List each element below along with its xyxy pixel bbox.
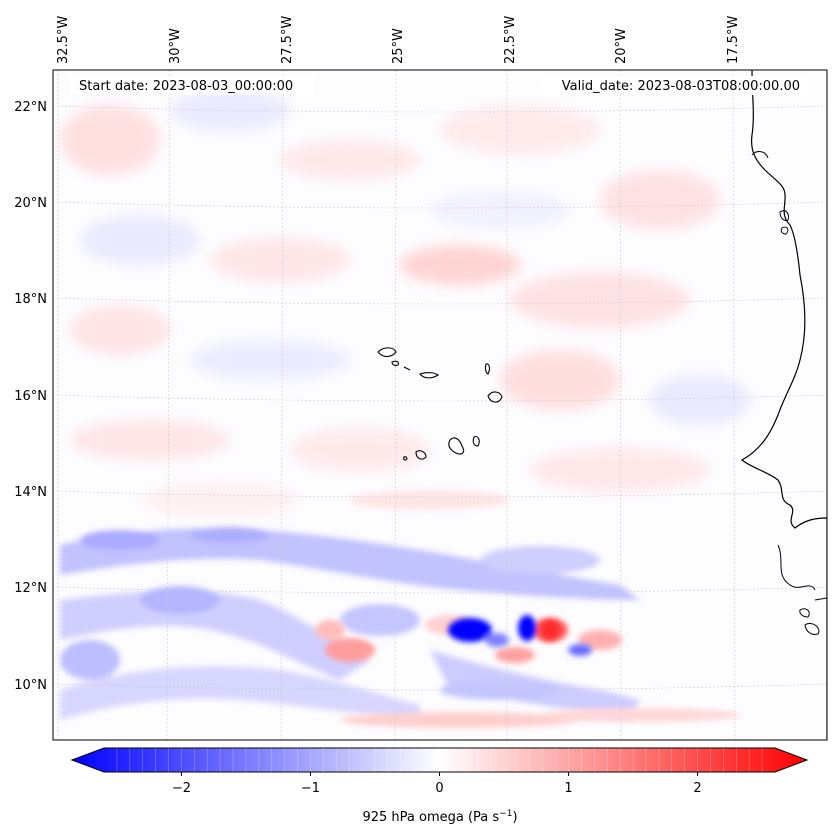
lon-label: 32.5°W xyxy=(56,16,71,64)
longitude-labels: 32.5°W 30°W 27.5°W 25°W 22.5°W 20°W 17.5… xyxy=(56,16,741,64)
lat-label: 20°N xyxy=(14,196,47,211)
lat-label: 16°N xyxy=(14,389,47,404)
colorbar-tick-label: 2 xyxy=(693,781,701,796)
colorbar: −2 −1 0 1 2 925 hPa omega (Pa s−1) xyxy=(70,747,809,825)
colorbar-title: 925 hPa omega (Pa s−1) xyxy=(362,809,517,825)
valid-date-bg xyxy=(540,76,808,95)
colorbar-tick-label: 1 xyxy=(564,781,572,796)
colorbar-tick-label: 0 xyxy=(435,781,443,796)
lat-label: 18°N xyxy=(14,292,47,307)
africa-coastline xyxy=(740,70,827,740)
coast-details xyxy=(751,151,827,635)
omega-field xyxy=(53,70,827,740)
colorbar-bands xyxy=(116,748,763,772)
map-panel: Start date: 2023-08-03_00:00:00 Valid_da… xyxy=(52,69,828,741)
lon-label: 25°W xyxy=(391,28,406,64)
lon-label: 27.5°W xyxy=(280,16,295,64)
lat-label: 14°N xyxy=(14,485,47,500)
lat-label: 12°N xyxy=(14,581,47,596)
lon-label: 30°W xyxy=(168,28,183,64)
lon-label: 20°W xyxy=(614,28,629,64)
start-date-label: Start date: 2023-08-03_00:00:00 xyxy=(79,79,293,94)
colorbar-tick-label: −2 xyxy=(172,781,191,796)
lat-label: 10°N xyxy=(14,678,47,693)
colorbar-bar xyxy=(70,747,809,773)
lon-label: 22.5°W xyxy=(503,16,518,64)
lon-label: 17.5°W xyxy=(726,16,741,64)
map-frame xyxy=(52,69,828,741)
latitude-labels: 22°N 20°N 18°N 16°N 14°N 12°N 10°N xyxy=(14,100,47,693)
valid-date-label: Valid_date: 2023-08-03T08:00:00.00 xyxy=(562,79,800,94)
start-date-bg xyxy=(70,76,314,95)
lat-label: 22°N xyxy=(14,100,47,115)
colorbar-tick-label: −1 xyxy=(301,781,320,796)
colorbar-ticks: −2 −1 0 1 2 xyxy=(172,772,702,796)
cape-verde-islands xyxy=(377,347,503,461)
